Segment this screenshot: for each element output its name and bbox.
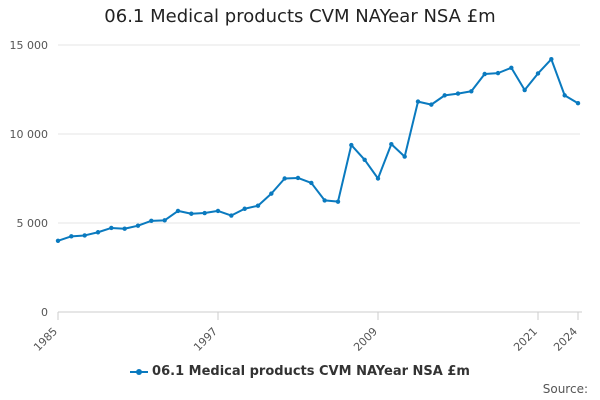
legend-label: 06.1 Medical products CVM NAYear NSA £m bbox=[152, 364, 470, 379]
data-point bbox=[255, 203, 261, 208]
data-point bbox=[482, 71, 487, 77]
data-point bbox=[122, 226, 127, 231]
data-point bbox=[242, 206, 247, 211]
data-point bbox=[322, 198, 327, 203]
y-tick-label: 10 000 bbox=[10, 128, 49, 141]
legend-marker-icon bbox=[130, 367, 149, 377]
data-point bbox=[202, 210, 207, 216]
data-point bbox=[549, 57, 554, 62]
x-tick-label: 2021 bbox=[511, 325, 540, 354]
data-point bbox=[562, 93, 567, 98]
data-point bbox=[109, 225, 114, 231]
data-point bbox=[189, 211, 194, 216]
legend[interactable]: 06.1 Medical products CVM NAYear NSA £m bbox=[0, 364, 600, 379]
data-point bbox=[82, 233, 87, 238]
data-point bbox=[95, 230, 101, 235]
data-point bbox=[455, 91, 461, 96]
y-tick-label: 0 bbox=[41, 306, 48, 319]
data-point bbox=[295, 175, 301, 181]
data-point bbox=[69, 234, 74, 239]
source-label: Source: bbox=[542, 382, 588, 396]
data-point bbox=[375, 176, 381, 181]
y-tick-label: 15 000 bbox=[10, 39, 49, 52]
data-point bbox=[229, 213, 234, 218]
data-point bbox=[429, 102, 434, 107]
data-point bbox=[509, 65, 514, 70]
data-point bbox=[575, 101, 581, 106]
data-point bbox=[149, 218, 154, 224]
series-points-layer bbox=[55, 57, 581, 243]
data-point bbox=[135, 223, 141, 228]
data-point bbox=[309, 180, 314, 186]
x-tick-label: 2009 bbox=[351, 325, 380, 354]
data-point bbox=[402, 154, 407, 159]
data-point bbox=[335, 199, 341, 204]
data-point bbox=[215, 208, 221, 214]
data-point bbox=[282, 176, 287, 181]
chart-title: 06.1 Medical products CVM NAYear NSA £m bbox=[104, 6, 496, 27]
data-point bbox=[269, 191, 274, 196]
data-point bbox=[535, 71, 541, 76]
y-tick-label: 5 000 bbox=[17, 217, 49, 230]
data-point bbox=[55, 238, 61, 243]
axes: 0 5 000 10 000 15 000 1985 1997 2009 2021 2024 bbox=[10, 39, 582, 354]
data-point bbox=[389, 141, 394, 147]
data-point bbox=[522, 87, 527, 93]
data-point bbox=[442, 93, 447, 98]
x-tick-label: 1985 bbox=[31, 325, 60, 354]
data-point bbox=[349, 142, 354, 148]
x-tick-label: 1997 bbox=[191, 325, 220, 354]
data-point bbox=[175, 208, 181, 214]
data-point bbox=[469, 89, 474, 94]
x-tick-label: 2024 bbox=[551, 325, 580, 354]
data-point bbox=[415, 99, 421, 104]
data-point bbox=[162, 218, 167, 223]
data-point bbox=[495, 70, 501, 76]
series-line-layer bbox=[57, 58, 579, 242]
series-line bbox=[57, 58, 579, 242]
data-point bbox=[362, 157, 367, 163]
